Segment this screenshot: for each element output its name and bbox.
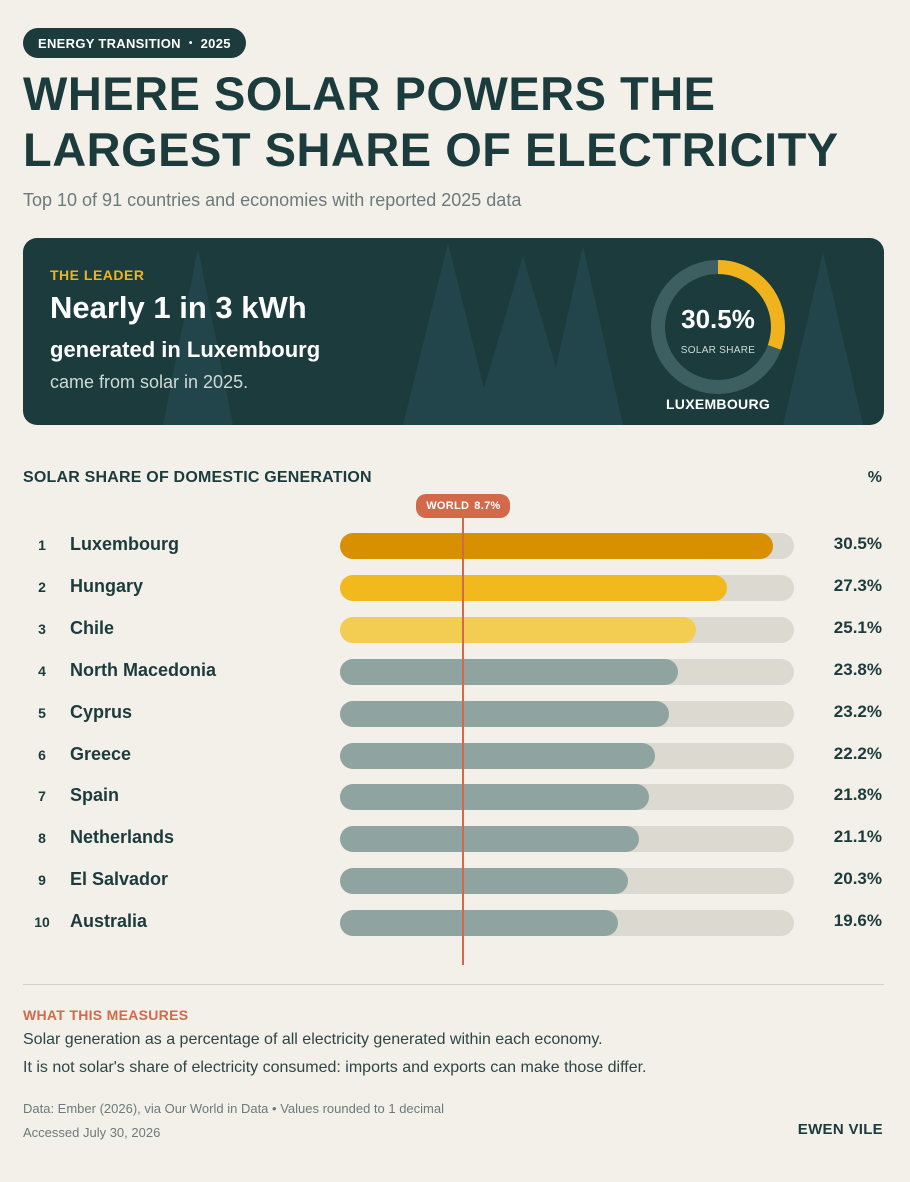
topic-label: ENERGY TRANSITION xyxy=(38,35,181,51)
leader-donut xyxy=(651,260,785,394)
page-subtitle: Top 10 of 91 countries and economies wit… xyxy=(23,190,522,210)
measure-title: WHAT THIS MEASURES xyxy=(23,1007,189,1023)
bar-rank: 6 xyxy=(38,746,46,763)
world-reference-tag: WORLD 8.7% xyxy=(416,494,511,518)
bar-track xyxy=(340,742,794,769)
bar-category-label: Cyprus xyxy=(70,701,133,722)
chart-unit: % xyxy=(867,469,882,486)
bar-rank: 5 xyxy=(38,704,46,721)
bar-row: 8 Netherlands 21.1% xyxy=(0,826,910,853)
bar-row: 7 Spain 21.8% xyxy=(0,784,910,811)
bar-track xyxy=(340,574,794,601)
measure-line-2: It is not solar's share of electricity c… xyxy=(23,1059,647,1076)
leader-eyebrow: THE LEADER xyxy=(50,267,145,283)
bar-row: 9 El Salvador 20.3% xyxy=(0,868,910,895)
bar xyxy=(340,700,670,727)
bar xyxy=(340,616,697,643)
bar-track xyxy=(340,826,794,853)
bar-rank: 10 xyxy=(34,914,50,931)
bar-row: 6 Greece 22.2% xyxy=(0,742,910,769)
bar xyxy=(340,868,628,895)
bar-category-label: Chile xyxy=(70,617,115,638)
world-label: WORLD xyxy=(426,500,470,512)
bar-row: 5 Cyprus 23.2% xyxy=(0,700,910,727)
topic-separator: • xyxy=(188,37,193,49)
bar-track xyxy=(340,784,794,811)
bar-value-label: 27.3% xyxy=(833,575,882,595)
bar-rank: 1 xyxy=(38,537,46,553)
bar-row: 4 North Macedonia 23.8% xyxy=(0,658,910,685)
bar-value-label: 30.5% xyxy=(833,534,882,553)
bar-value-label: 20.3% xyxy=(833,869,882,889)
measure-line-1: Solar generation as a percentage of all … xyxy=(23,1031,603,1048)
bar-row: 2 Hungary 27.3% xyxy=(0,574,910,601)
leader-line-2: generated in Luxembourg xyxy=(50,337,321,362)
bar-rank: 3 xyxy=(38,620,46,637)
bar-value-label: 23.8% xyxy=(833,659,882,679)
bar xyxy=(340,742,655,769)
bar-track xyxy=(340,868,794,895)
bar xyxy=(340,574,728,601)
bar-rank: 2 xyxy=(38,578,46,595)
leader-headline: Nearly 1 in 3 kWh xyxy=(50,290,307,325)
bar-category-label: Netherlands xyxy=(70,827,175,848)
bar-rank: 4 xyxy=(38,662,46,679)
world-value: 8.7% xyxy=(474,500,501,512)
donut-country: LUXEMBOURG xyxy=(665,396,771,412)
accessed-line: Accessed July 30, 2026 xyxy=(23,1125,161,1140)
bar-row: 10 Australia 19.6% xyxy=(0,910,910,937)
bar-category-label: Australia xyxy=(70,911,148,932)
topic-pill: ENERGY TRANSITION • 2025 xyxy=(23,28,246,58)
bar xyxy=(340,533,773,559)
mountain-decoration xyxy=(163,243,863,425)
bar xyxy=(340,658,678,685)
bar-value-label: 22.2% xyxy=(833,743,882,763)
bar-value-label: 21.8% xyxy=(833,785,882,805)
bar-category-label: Spain xyxy=(70,785,120,806)
leader-card: THE LEADER Nearly 1 in 3 kWh generated i… xyxy=(23,238,884,425)
bar-track xyxy=(340,910,794,937)
bar-track xyxy=(340,658,794,685)
bar xyxy=(340,784,650,811)
bar-category-label: Hungary xyxy=(70,575,144,596)
bar-rank: 9 xyxy=(38,872,46,889)
world-reference-line xyxy=(462,510,465,965)
author-credit: EWEN VILE xyxy=(797,1121,883,1138)
donut-value: 30.5% xyxy=(681,304,755,334)
source-line: Data: Ember (2026), via Our World in Dat… xyxy=(23,1101,444,1116)
bar-row: 3 Chile 25.1% xyxy=(0,616,910,643)
bar-category-label: El Salvador xyxy=(70,869,169,890)
bar-category-label: Greece xyxy=(70,743,132,764)
bar-value-label: 21.1% xyxy=(833,827,882,847)
bar-track xyxy=(340,616,794,643)
bar-track xyxy=(340,533,794,559)
bar-value-label: 19.6% xyxy=(833,911,882,931)
bar-category-label: North Macedonia xyxy=(70,659,217,680)
bar-rank: 7 xyxy=(38,788,46,805)
bar-row: 1 Luxembourg 30.5% xyxy=(0,533,910,559)
bar-value-label: 23.2% xyxy=(833,701,882,721)
topic-year: 2025 xyxy=(200,35,231,51)
page-title: WHERE SOLAR POWERS THE LARGEST SHARE OF … xyxy=(23,67,839,176)
footer-divider xyxy=(23,984,884,985)
bar-value-label: 25.1% xyxy=(833,617,882,637)
leader-line-3: came from solar in 2025. xyxy=(50,372,249,392)
bar-track xyxy=(340,700,794,727)
bar-category-label: Luxembourg xyxy=(70,534,180,554)
bar xyxy=(340,910,619,937)
bar xyxy=(340,826,640,853)
bar-rank: 8 xyxy=(38,830,46,847)
chart-title: SOLAR SHARE OF DOMESTIC GENERATION xyxy=(23,469,372,486)
donut-label: SOLAR SHARE xyxy=(680,345,756,356)
donut-arc xyxy=(651,260,785,394)
